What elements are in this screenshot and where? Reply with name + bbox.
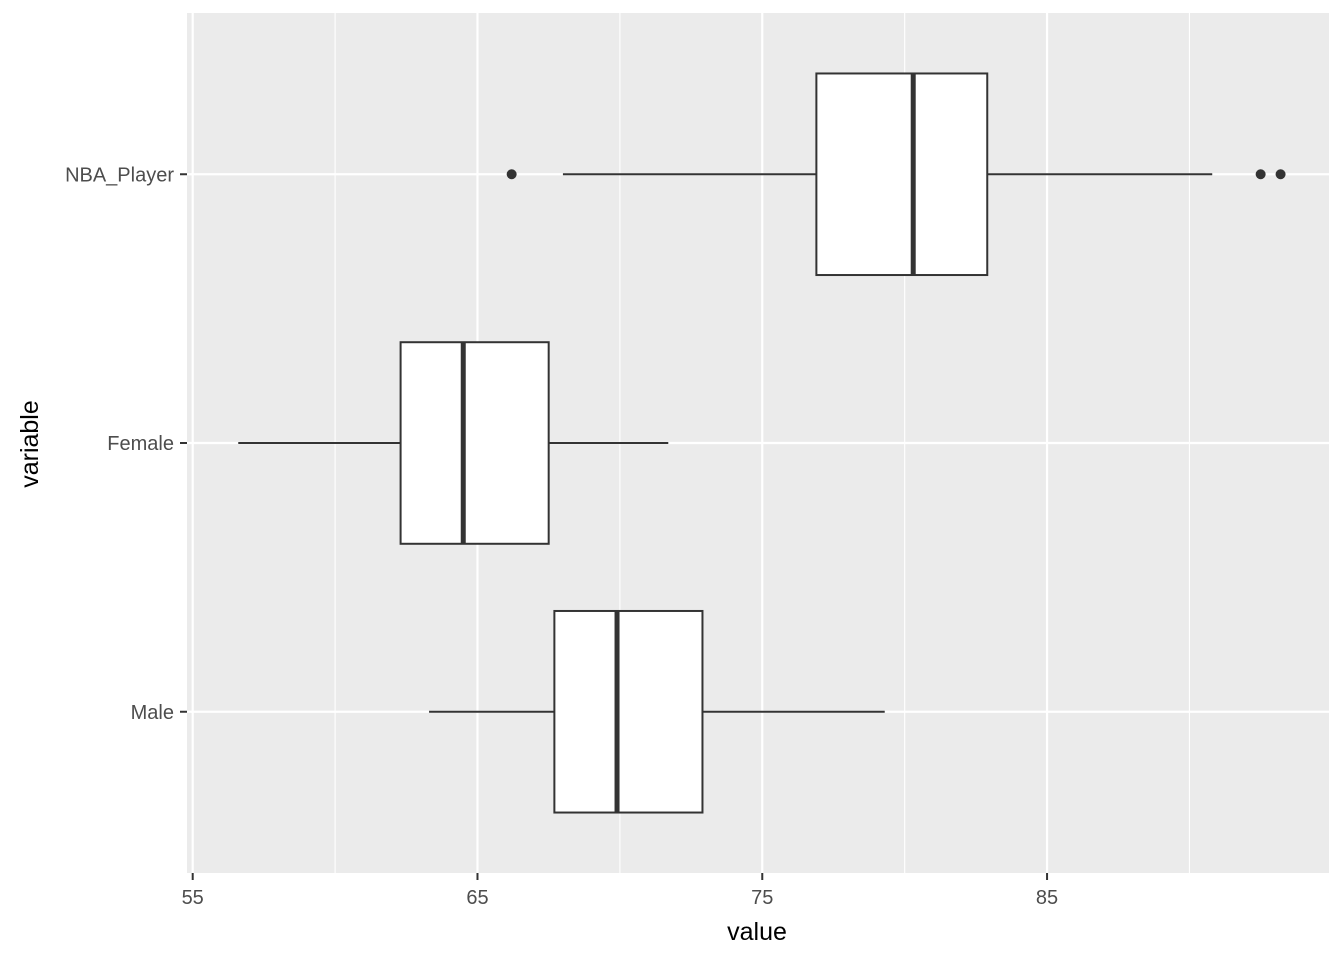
y-tick-label: Male: [131, 702, 174, 724]
x-tick-label: 85: [1036, 887, 1058, 909]
box-iqr: [815, 72, 989, 277]
outlier-point: [1255, 169, 1266, 180]
box-female: [238, 341, 669, 545]
x-tick-label: 65: [466, 887, 488, 909]
box-iqr: [399, 341, 550, 545]
outlier-point: [506, 169, 517, 180]
y-tick-label: NBA_Player: [65, 164, 174, 186]
outlier-point: [1275, 169, 1286, 180]
box-iqr: [553, 609, 704, 814]
box-male: [429, 609, 885, 814]
boxes: [238, 72, 1286, 814]
x-tick-label: 55: [182, 887, 204, 909]
x-tick-label: 75: [751, 887, 773, 909]
y-axis: Male Female NBA_Player: [65, 164, 187, 724]
x-axis-title: value: [727, 918, 787, 946]
y-tick-label: Female: [107, 433, 174, 455]
box-nba-player: [506, 72, 1286, 277]
x-axis: 55 65 75 85: [182, 873, 1058, 909]
y-axis-title: variable: [16, 400, 44, 488]
